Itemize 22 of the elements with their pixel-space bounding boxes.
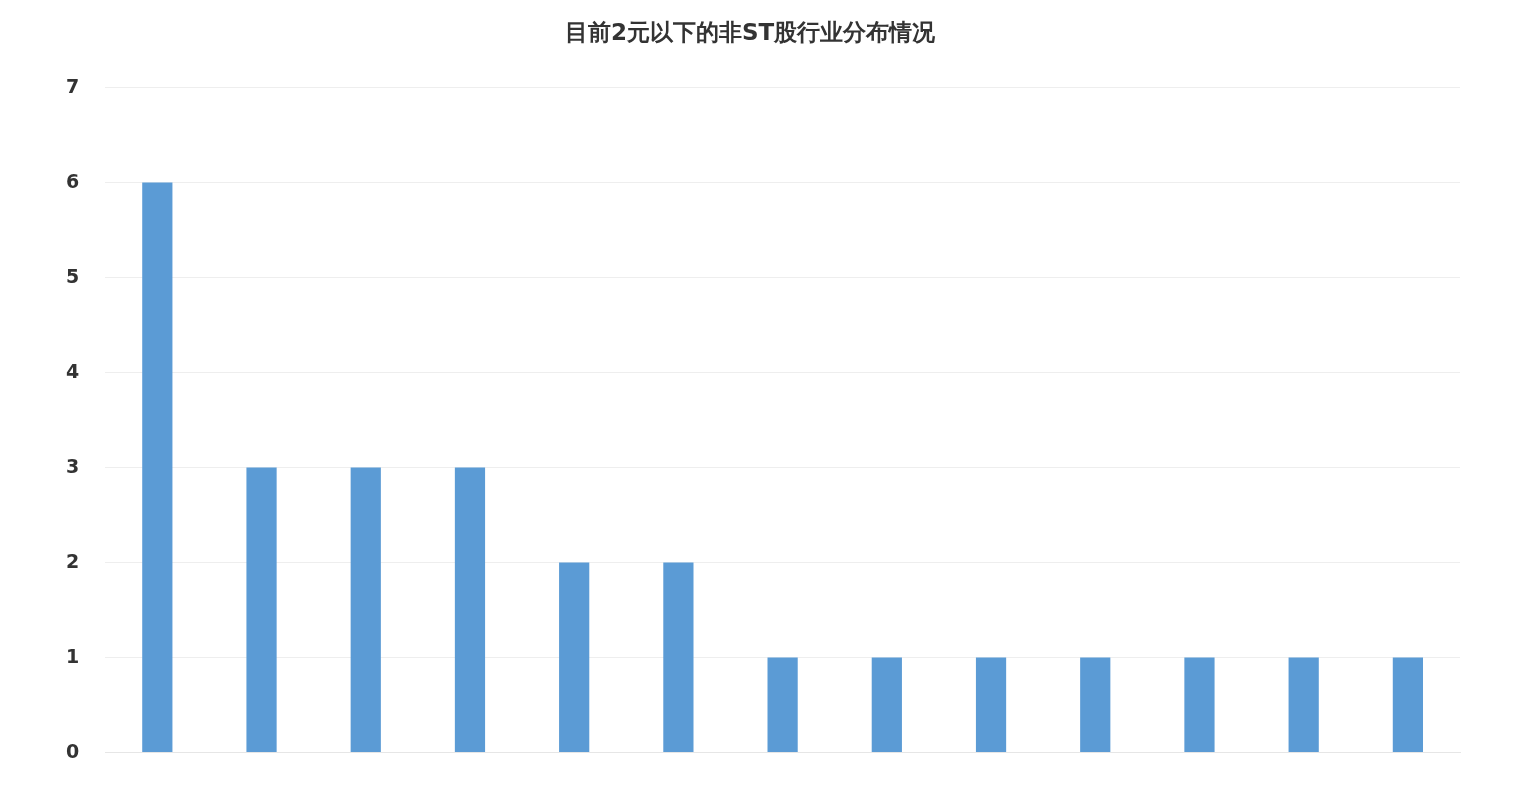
bar bbox=[975, 657, 1007, 753]
y-tick-label: 4 bbox=[65, 359, 80, 382]
bar bbox=[454, 467, 486, 753]
y-tick-label: 6 bbox=[65, 169, 80, 192]
bar bbox=[663, 562, 694, 753]
bar bbox=[1080, 657, 1111, 753]
bar bbox=[1288, 657, 1319, 753]
y-tick-label: 5 bbox=[65, 264, 80, 287]
bar bbox=[871, 657, 902, 753]
bar bbox=[142, 182, 173, 753]
chart-title: 目前2元以下的非ST股行业分布情况 bbox=[564, 18, 937, 45]
bar bbox=[350, 467, 381, 753]
y-tick-label: 1 bbox=[65, 644, 80, 667]
y-tick-label: 2 bbox=[65, 549, 80, 572]
y-tick-label: 3 bbox=[65, 454, 80, 477]
y-tick-label: 7 bbox=[65, 74, 80, 97]
bar bbox=[767, 657, 798, 753]
bar bbox=[559, 562, 590, 753]
bar bbox=[246, 467, 277, 753]
y-tick-label: 0 bbox=[65, 739, 80, 762]
bar bbox=[1392, 657, 1423, 753]
bar bbox=[1184, 657, 1215, 753]
